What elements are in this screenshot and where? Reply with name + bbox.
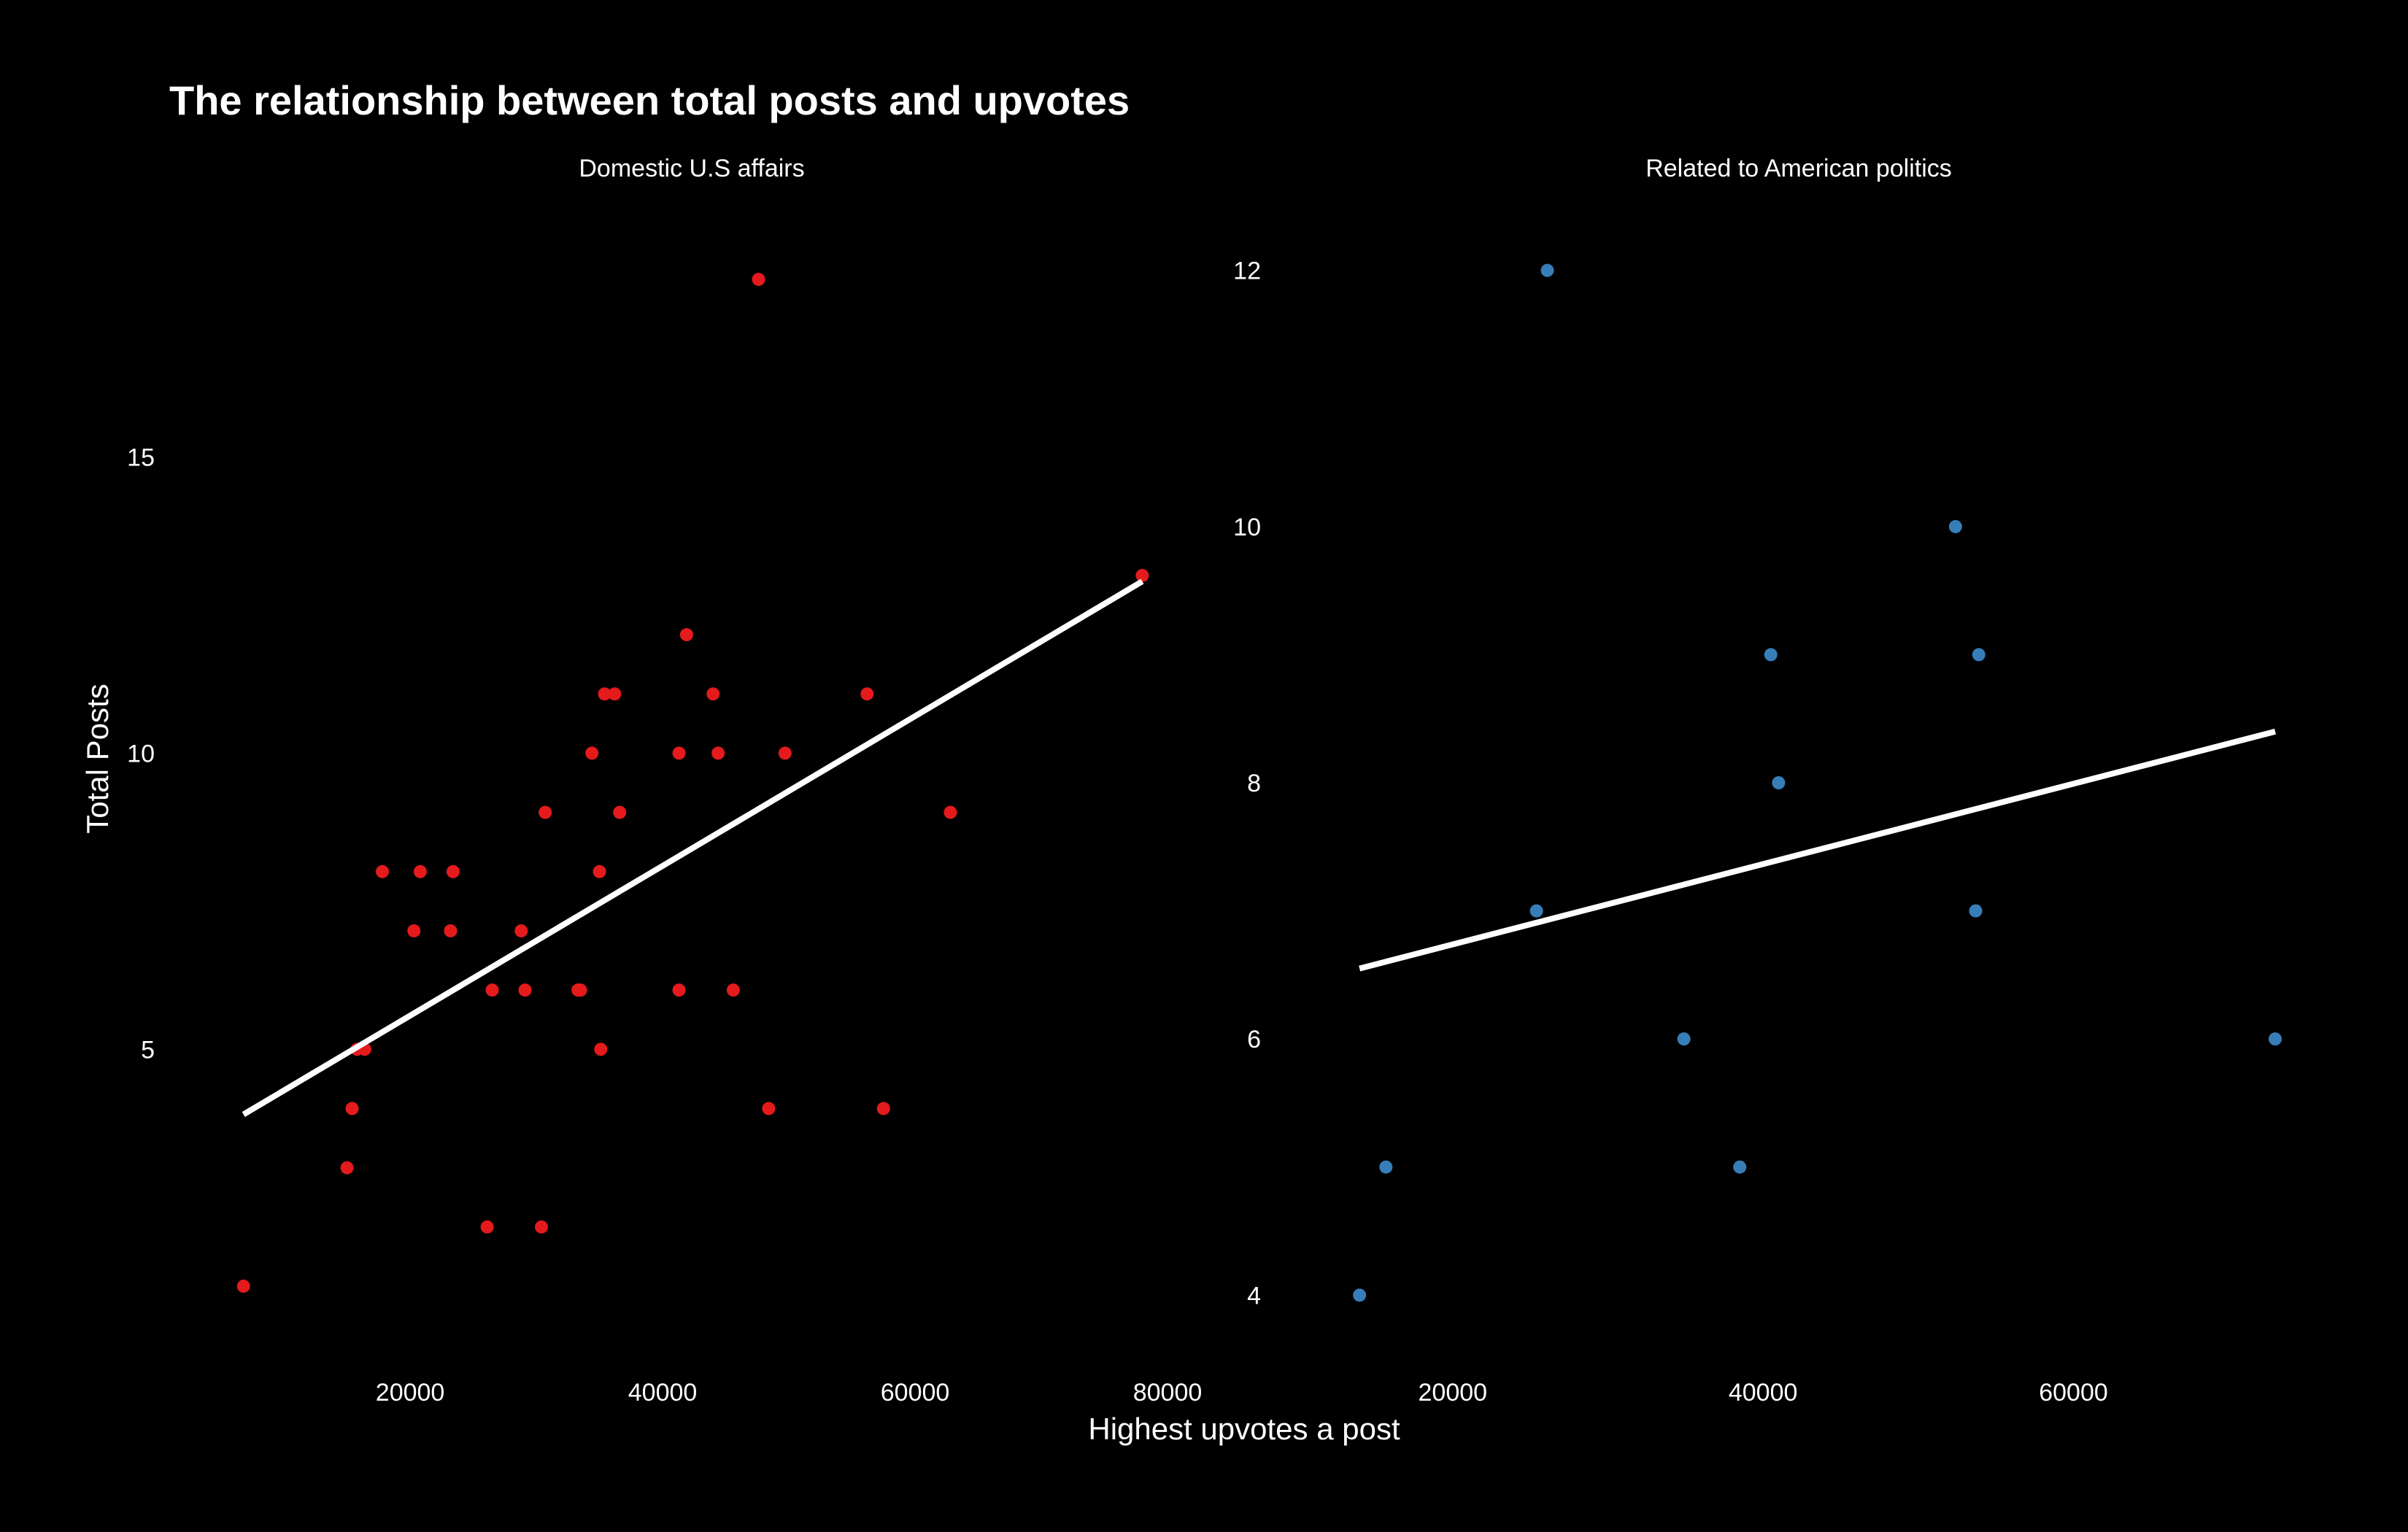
data-point	[711, 746, 725, 760]
data-point	[752, 272, 765, 286]
data-point	[345, 1102, 359, 1115]
facet-panel-domestic: Domestic U.S affairs 5 10 15 20000 40000 6000…	[127, 155, 1202, 1407]
y-tick-label: 12	[1233, 258, 1261, 285]
facet-panel-american-politics: Related to American politics 4 6 8 10 12 2000…	[1233, 155, 2282, 1407]
data-point	[514, 924, 528, 937]
chart-title: The relationship between total posts and…	[169, 77, 1130, 123]
data-point	[1733, 1160, 1747, 1174]
data-point	[1540, 263, 1554, 277]
y-tick-label: 4	[1247, 1282, 1261, 1309]
data-point	[1353, 1288, 1367, 1302]
x-tick-label: 60000	[881, 1379, 950, 1407]
data-point	[594, 1042, 608, 1056]
data-point	[1677, 1032, 1691, 1046]
data-point	[236, 1280, 250, 1293]
data-point	[1972, 648, 1986, 662]
data-point	[574, 983, 587, 997]
data-point	[407, 924, 421, 937]
data-point	[585, 746, 599, 760]
data-point	[1772, 776, 1786, 789]
y-axis-title: Total Posts	[80, 684, 115, 833]
data-point	[1764, 648, 1778, 662]
data-point	[485, 983, 499, 997]
data-point	[534, 1220, 548, 1234]
y-tick-label: 6	[1247, 1026, 1261, 1053]
data-point	[480, 1220, 494, 1234]
y-tick-label: 10	[1233, 514, 1261, 541]
y-tick-label: 8	[1247, 770, 1261, 797]
facet-label: Domestic U.S affairs	[579, 155, 804, 182]
data-point	[593, 864, 606, 878]
data-point	[613, 805, 627, 819]
data-point	[762, 1102, 776, 1115]
x-tick-label: 20000	[1419, 1379, 1488, 1407]
data-point	[1529, 904, 1543, 918]
data-point	[518, 983, 532, 997]
y-tick-label: 10	[127, 740, 155, 767]
data-point	[539, 805, 552, 819]
data-point	[444, 924, 458, 937]
data-point	[376, 864, 390, 878]
x-axis-title: Highest upvotes a post	[1088, 1412, 1400, 1446]
y-tick-label: 15	[127, 444, 155, 471]
x-tick-label: 60000	[2039, 1379, 2108, 1407]
trend-line	[1359, 728, 2277, 972]
data-point	[446, 864, 460, 878]
data-point	[672, 746, 686, 760]
data-point	[340, 1161, 354, 1175]
data-point	[860, 687, 874, 701]
data-point	[706, 687, 720, 701]
y-tick-label: 5	[141, 1036, 155, 1064]
data-point	[876, 1102, 890, 1115]
data-point	[672, 983, 686, 997]
facet-label: Related to American politics	[1645, 155, 1952, 182]
x-tick-label: 40000	[1729, 1379, 1798, 1407]
data-point	[1379, 1160, 1393, 1174]
data-point	[2269, 1032, 2282, 1046]
data-point	[679, 628, 693, 642]
x-tick-label: 20000	[376, 1379, 445, 1407]
data-point	[1135, 568, 1149, 582]
data-point	[608, 687, 622, 701]
data-point	[598, 687, 611, 701]
data-point	[1948, 519, 1962, 533]
x-tick-label: 40000	[628, 1379, 698, 1407]
x-tick-label: 80000	[1133, 1379, 1203, 1407]
trend-line	[242, 579, 1144, 1118]
data-point	[726, 983, 740, 997]
data-point	[413, 864, 427, 878]
data-point	[943, 805, 957, 819]
data-point	[778, 746, 792, 760]
data-point	[1969, 904, 1983, 918]
